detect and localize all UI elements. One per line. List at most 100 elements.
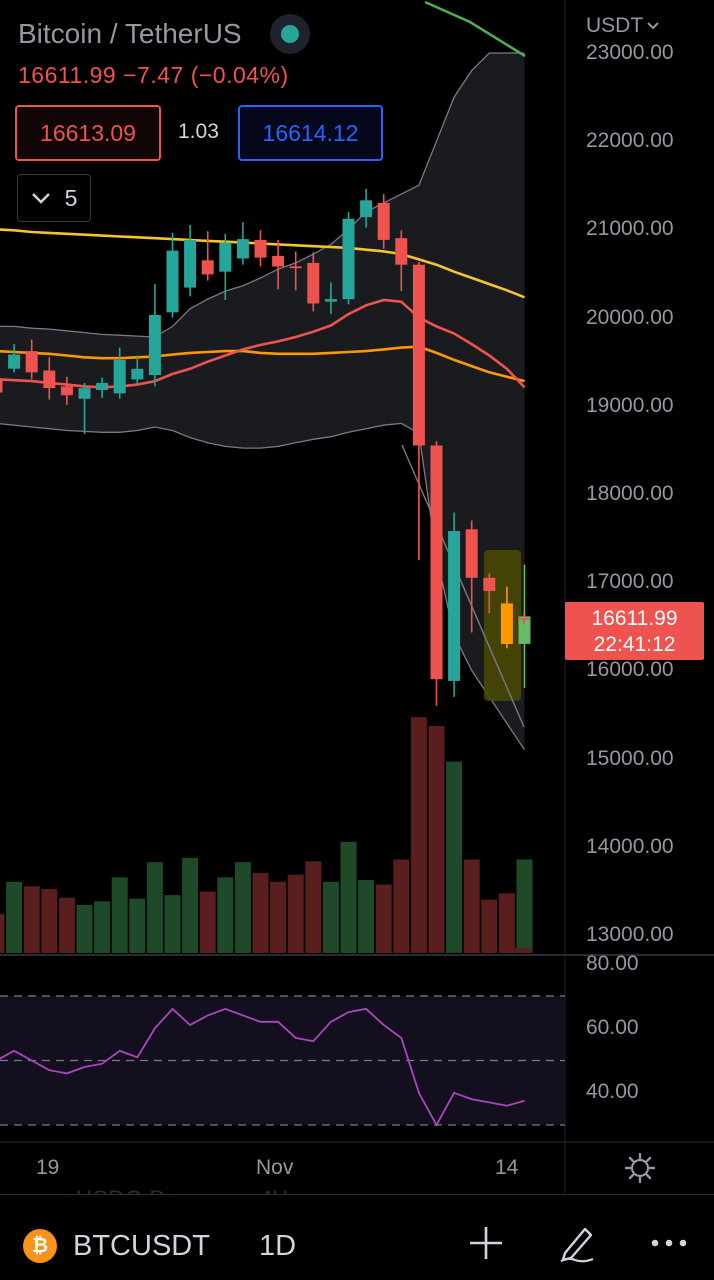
ma-long-line xyxy=(424,0,526,58)
symbol-header[interactable]: Bitcoin / TetherUS xyxy=(18,14,310,54)
volume-bar xyxy=(375,884,392,953)
chevron-down-icon xyxy=(647,22,659,30)
volume-bar xyxy=(111,877,128,953)
currency-label: USDT xyxy=(586,14,644,37)
volume-bar xyxy=(270,881,287,953)
chevron-down-icon xyxy=(31,193,50,204)
moving-average-line xyxy=(0,345,525,383)
volume-bar xyxy=(199,891,216,953)
candle-body xyxy=(236,239,249,259)
candle-body xyxy=(360,200,373,218)
market-status-indicator[interactable] xyxy=(269,14,310,54)
candle-body xyxy=(96,382,109,390)
candle-body xyxy=(289,266,302,269)
sell-button[interactable]: 16613.09 xyxy=(15,105,161,161)
price-axis-label: 21000.00 xyxy=(586,217,674,241)
candle-body xyxy=(78,388,91,399)
rsi-axis-label: 40.00 xyxy=(586,1080,639,1103)
volume-bar xyxy=(410,717,427,953)
candle-body xyxy=(377,202,390,240)
candle-body xyxy=(483,577,496,591)
x-label-14: 14 xyxy=(495,1156,519,1179)
volume-bar xyxy=(287,874,304,953)
rsi-axis-label: 80.00 xyxy=(586,952,639,975)
candle-body xyxy=(43,370,56,389)
symbol-title[interactable]: Bitcoin / TetherUS xyxy=(18,18,242,49)
interval-button[interactable]: 1D xyxy=(259,1230,297,1262)
price-axis-label: 22000.00 xyxy=(586,129,674,153)
btc-logo-icon: ₿ xyxy=(23,1229,57,1263)
candle-body xyxy=(430,445,443,680)
price-axis-label: 15000.00 xyxy=(586,746,674,770)
candle-body xyxy=(0,379,3,393)
candle-body xyxy=(412,264,425,446)
candle-body xyxy=(254,240,267,258)
buy-button[interactable]: 16614.12 xyxy=(238,105,383,161)
spread-value: 1.03 xyxy=(178,120,219,143)
volume-bar xyxy=(58,897,75,953)
currency-selector[interactable]: USDT xyxy=(586,14,659,38)
candle-body xyxy=(131,368,144,380)
plus-icon[interactable] xyxy=(466,1223,506,1263)
indicator-count: 5 xyxy=(64,184,78,211)
volume-bar xyxy=(322,881,339,953)
price-axis-label: 13000.00 xyxy=(586,923,674,946)
more-icon[interactable] xyxy=(649,1223,689,1263)
price-axis-label: 23000.00 xyxy=(586,41,674,64)
candle-body xyxy=(500,603,513,644)
volume-bar xyxy=(0,913,5,953)
volume-bar xyxy=(446,761,463,953)
candle-body xyxy=(518,616,531,644)
candle-body xyxy=(201,260,214,275)
price-axis-label: 19000.00 xyxy=(586,393,674,417)
volume-bar xyxy=(498,893,515,953)
bollinger-fill xyxy=(0,53,525,750)
gear-icon[interactable] xyxy=(624,1152,656,1184)
pencil-icon[interactable] xyxy=(557,1223,597,1263)
candle-body xyxy=(25,351,38,373)
bar-countdown: 22:41:12 xyxy=(593,633,676,656)
candle-body xyxy=(465,529,478,578)
volume-bar xyxy=(182,857,199,953)
price-axis-label: 18000.00 xyxy=(586,482,674,505)
volume-bar xyxy=(41,888,58,953)
volume-bar xyxy=(305,861,322,953)
price-axis-label: 17000.00 xyxy=(586,570,674,594)
volume-bar xyxy=(515,948,531,953)
bollinger-upper-line xyxy=(0,52,525,338)
volume-bar xyxy=(428,726,445,953)
price-axis-label: 16000.00 xyxy=(586,658,674,682)
volume-bar xyxy=(481,899,498,953)
candle-body xyxy=(148,315,161,375)
trendline xyxy=(401,444,525,728)
last-price-value: 16611.99 xyxy=(591,607,678,630)
rsi-line xyxy=(0,1007,525,1127)
indicators-toggle-button[interactable]: 5 xyxy=(17,174,91,222)
candle-body xyxy=(272,255,285,267)
candle-body xyxy=(324,299,337,302)
market-open-dot xyxy=(280,25,299,43)
volume-bar xyxy=(340,841,357,954)
last-price-change: 16611.99 −7.47 (−0.04%) xyxy=(18,62,289,88)
volume-bar xyxy=(23,886,40,954)
volume-bar xyxy=(516,859,533,953)
volume-bar xyxy=(76,904,93,953)
volume-bar xyxy=(358,880,375,953)
candle-body xyxy=(184,240,197,288)
volume-bar xyxy=(217,877,234,953)
candle-body xyxy=(395,238,408,265)
volume-bar xyxy=(234,862,251,953)
symbol-search-button[interactable]: BTCUSDT xyxy=(73,1230,210,1262)
volume-bar xyxy=(463,859,480,953)
candle-body xyxy=(60,386,73,396)
volume-bar xyxy=(129,898,146,953)
volume-bar xyxy=(393,859,410,953)
last-price-tag: 16611.99 22:41:12 xyxy=(565,602,704,660)
volume-bar xyxy=(252,872,269,953)
x-label-19: 19 xyxy=(36,1156,60,1179)
volume-bar xyxy=(146,862,163,953)
price-axis-label: 14000.00 xyxy=(586,834,674,858)
price-axis-label: 20000.00 xyxy=(586,305,674,329)
rsi-axis-label: 60.00 xyxy=(586,1016,639,1039)
